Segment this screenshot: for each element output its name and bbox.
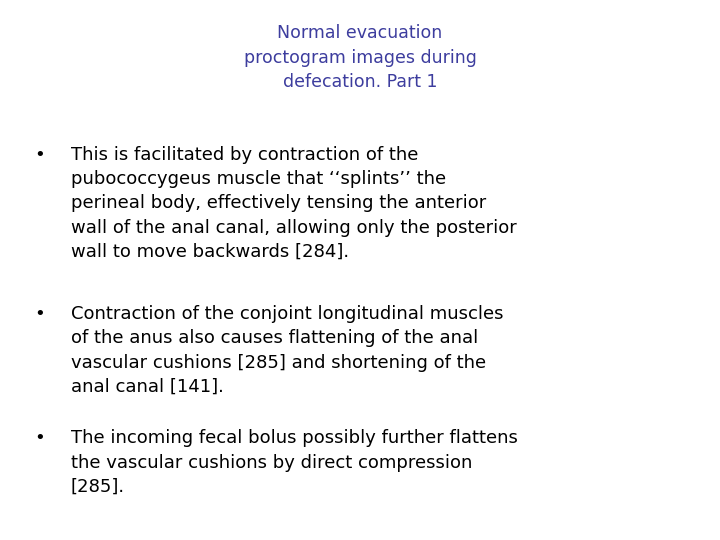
Text: •: • xyxy=(35,305,45,323)
Text: Contraction of the conjoint longitudinal muscles
of the anus also causes flatten: Contraction of the conjoint longitudinal… xyxy=(71,305,503,396)
Text: This is facilitated by contraction of the
pubococcygeus muscle that ‘‘splints’’ : This is facilitated by contraction of th… xyxy=(71,146,516,261)
Text: Normal evacuation
proctogram images during
defecation. Part 1: Normal evacuation proctogram images duri… xyxy=(243,24,477,91)
Text: •: • xyxy=(35,429,45,447)
Text: •: • xyxy=(35,146,45,164)
Text: The incoming fecal bolus possibly further flattens
the vascular cushions by dire: The incoming fecal bolus possibly furthe… xyxy=(71,429,518,496)
